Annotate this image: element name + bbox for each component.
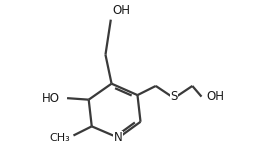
Text: OH: OH xyxy=(206,90,224,103)
Text: N: N xyxy=(114,131,123,144)
Text: HO: HO xyxy=(42,92,60,105)
Text: CH₃: CH₃ xyxy=(49,133,70,143)
Text: OH: OH xyxy=(112,4,130,17)
Text: S: S xyxy=(170,90,178,103)
